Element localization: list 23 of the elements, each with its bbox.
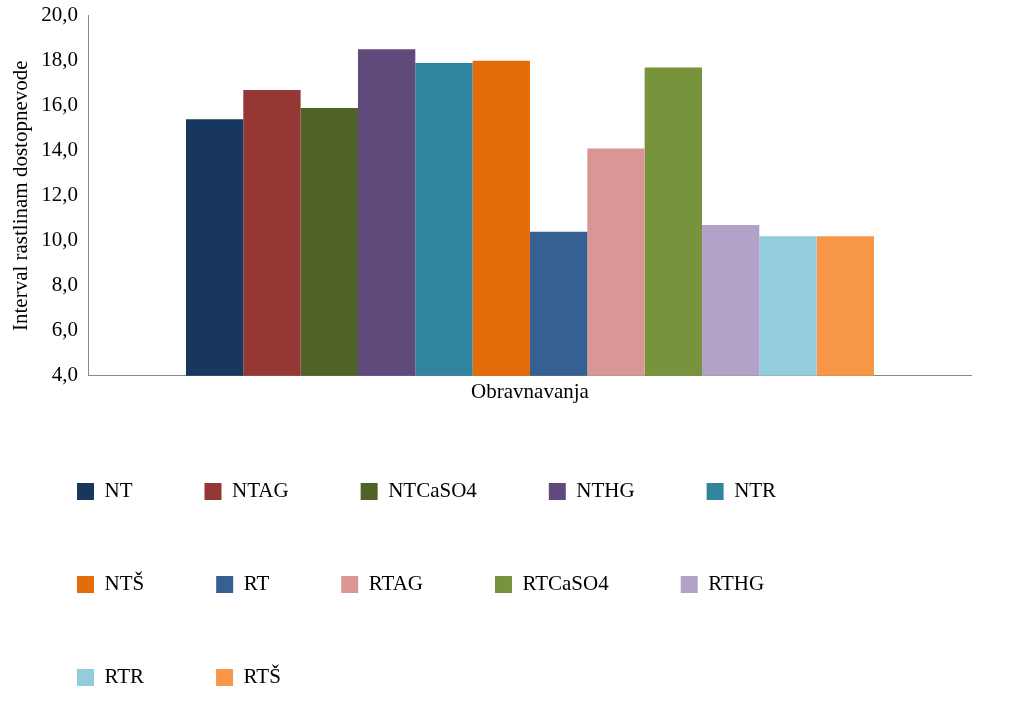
y-tick-label: 6,0 [51, 317, 78, 342]
legend-label: RTAG [368, 571, 423, 596]
legend-label: NTAG [231, 478, 289, 503]
legend-label: NTŠ [104, 571, 145, 596]
y-tick-label: 10,0 [41, 227, 78, 252]
y-tick-label: 18,0 [41, 47, 78, 72]
y-axis-title: Interval rastlinam dostopnevode [8, 60, 33, 331]
legend-label: RTHG [708, 571, 765, 596]
y-tick-label: 20,0 [41, 2, 78, 27]
legend-label: NTR [734, 478, 777, 503]
y-tick-label: 16,0 [41, 92, 78, 117]
y-tick-label: 8,0 [51, 272, 78, 297]
legend-label: RTR [104, 664, 145, 689]
y-tick-label: 4,0 [51, 362, 78, 387]
x-axis-title: Obravnavanja [471, 378, 590, 403]
legend-label: RTCaSO4 [522, 571, 610, 596]
legend-label: RTŠ [243, 664, 281, 689]
legend-label: RT [243, 571, 270, 596]
legend-label: NTHG [576, 478, 635, 503]
y-tick-label: 12,0 [41, 182, 78, 207]
legend-label: NT [104, 478, 133, 503]
legend-label: NTCaSO4 [388, 478, 478, 503]
y-tick-label: 14,0 [41, 137, 78, 162]
